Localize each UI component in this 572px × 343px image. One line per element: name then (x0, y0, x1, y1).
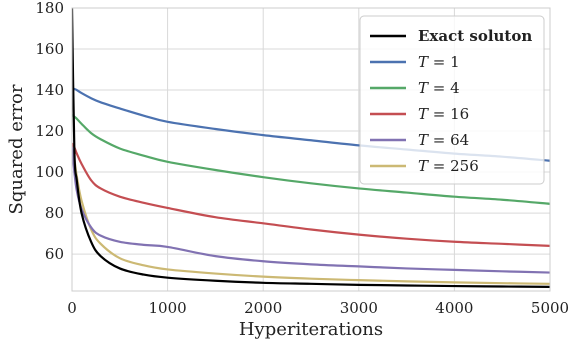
legend-label-t-64: T = 64 (418, 131, 469, 149)
y-axis-title: Squared error (6, 84, 27, 214)
y-tick-label: 100 (35, 163, 64, 181)
series-line-t-16 (72, 142, 550, 247)
series-line-t-256 (72, 151, 550, 285)
legend-label-t-4: T = 4 (418, 79, 460, 97)
y-tick-label: 120 (35, 122, 64, 140)
series-line-t-4 (72, 113, 550, 205)
series-lines (72, 8, 550, 288)
legend: Exact soluton T = 1 T = 4 T = 16 T = 64 T = 2… (359, 15, 545, 185)
series-line-exact-soluton (72, 8, 550, 288)
x-tick-label: 3000 (340, 299, 378, 317)
legend-label-exact-soluton: Exact soluton (418, 27, 532, 45)
y-tick-label: 160 (35, 40, 64, 58)
legend-label-t-16: T = 16 (418, 105, 469, 123)
y-tick-label: 80 (45, 204, 64, 222)
x-tick-label: 1000 (149, 299, 187, 317)
x-tick-label: 2000 (244, 299, 282, 317)
y-tick-label: 140 (35, 81, 64, 99)
x-tick-label: 4000 (435, 299, 473, 317)
tick-labels: 0 1000 2000 3000 4000 5000 60 80 100 120 140 160 180 (35, 0, 569, 317)
legend-label-t-256: T = 256 (418, 157, 479, 175)
x-tick-label: 0 (67, 299, 77, 317)
plot-frame (71, 7, 551, 292)
legend-label-t-1: T = 1 (418, 53, 460, 71)
y-tick-label: 60 (45, 245, 64, 263)
legend-box (359, 15, 545, 185)
y-tick-label: 180 (35, 0, 64, 17)
x-tick-label: 5000 (531, 299, 569, 317)
x-axis-title: Hyperiterations (239, 319, 383, 340)
